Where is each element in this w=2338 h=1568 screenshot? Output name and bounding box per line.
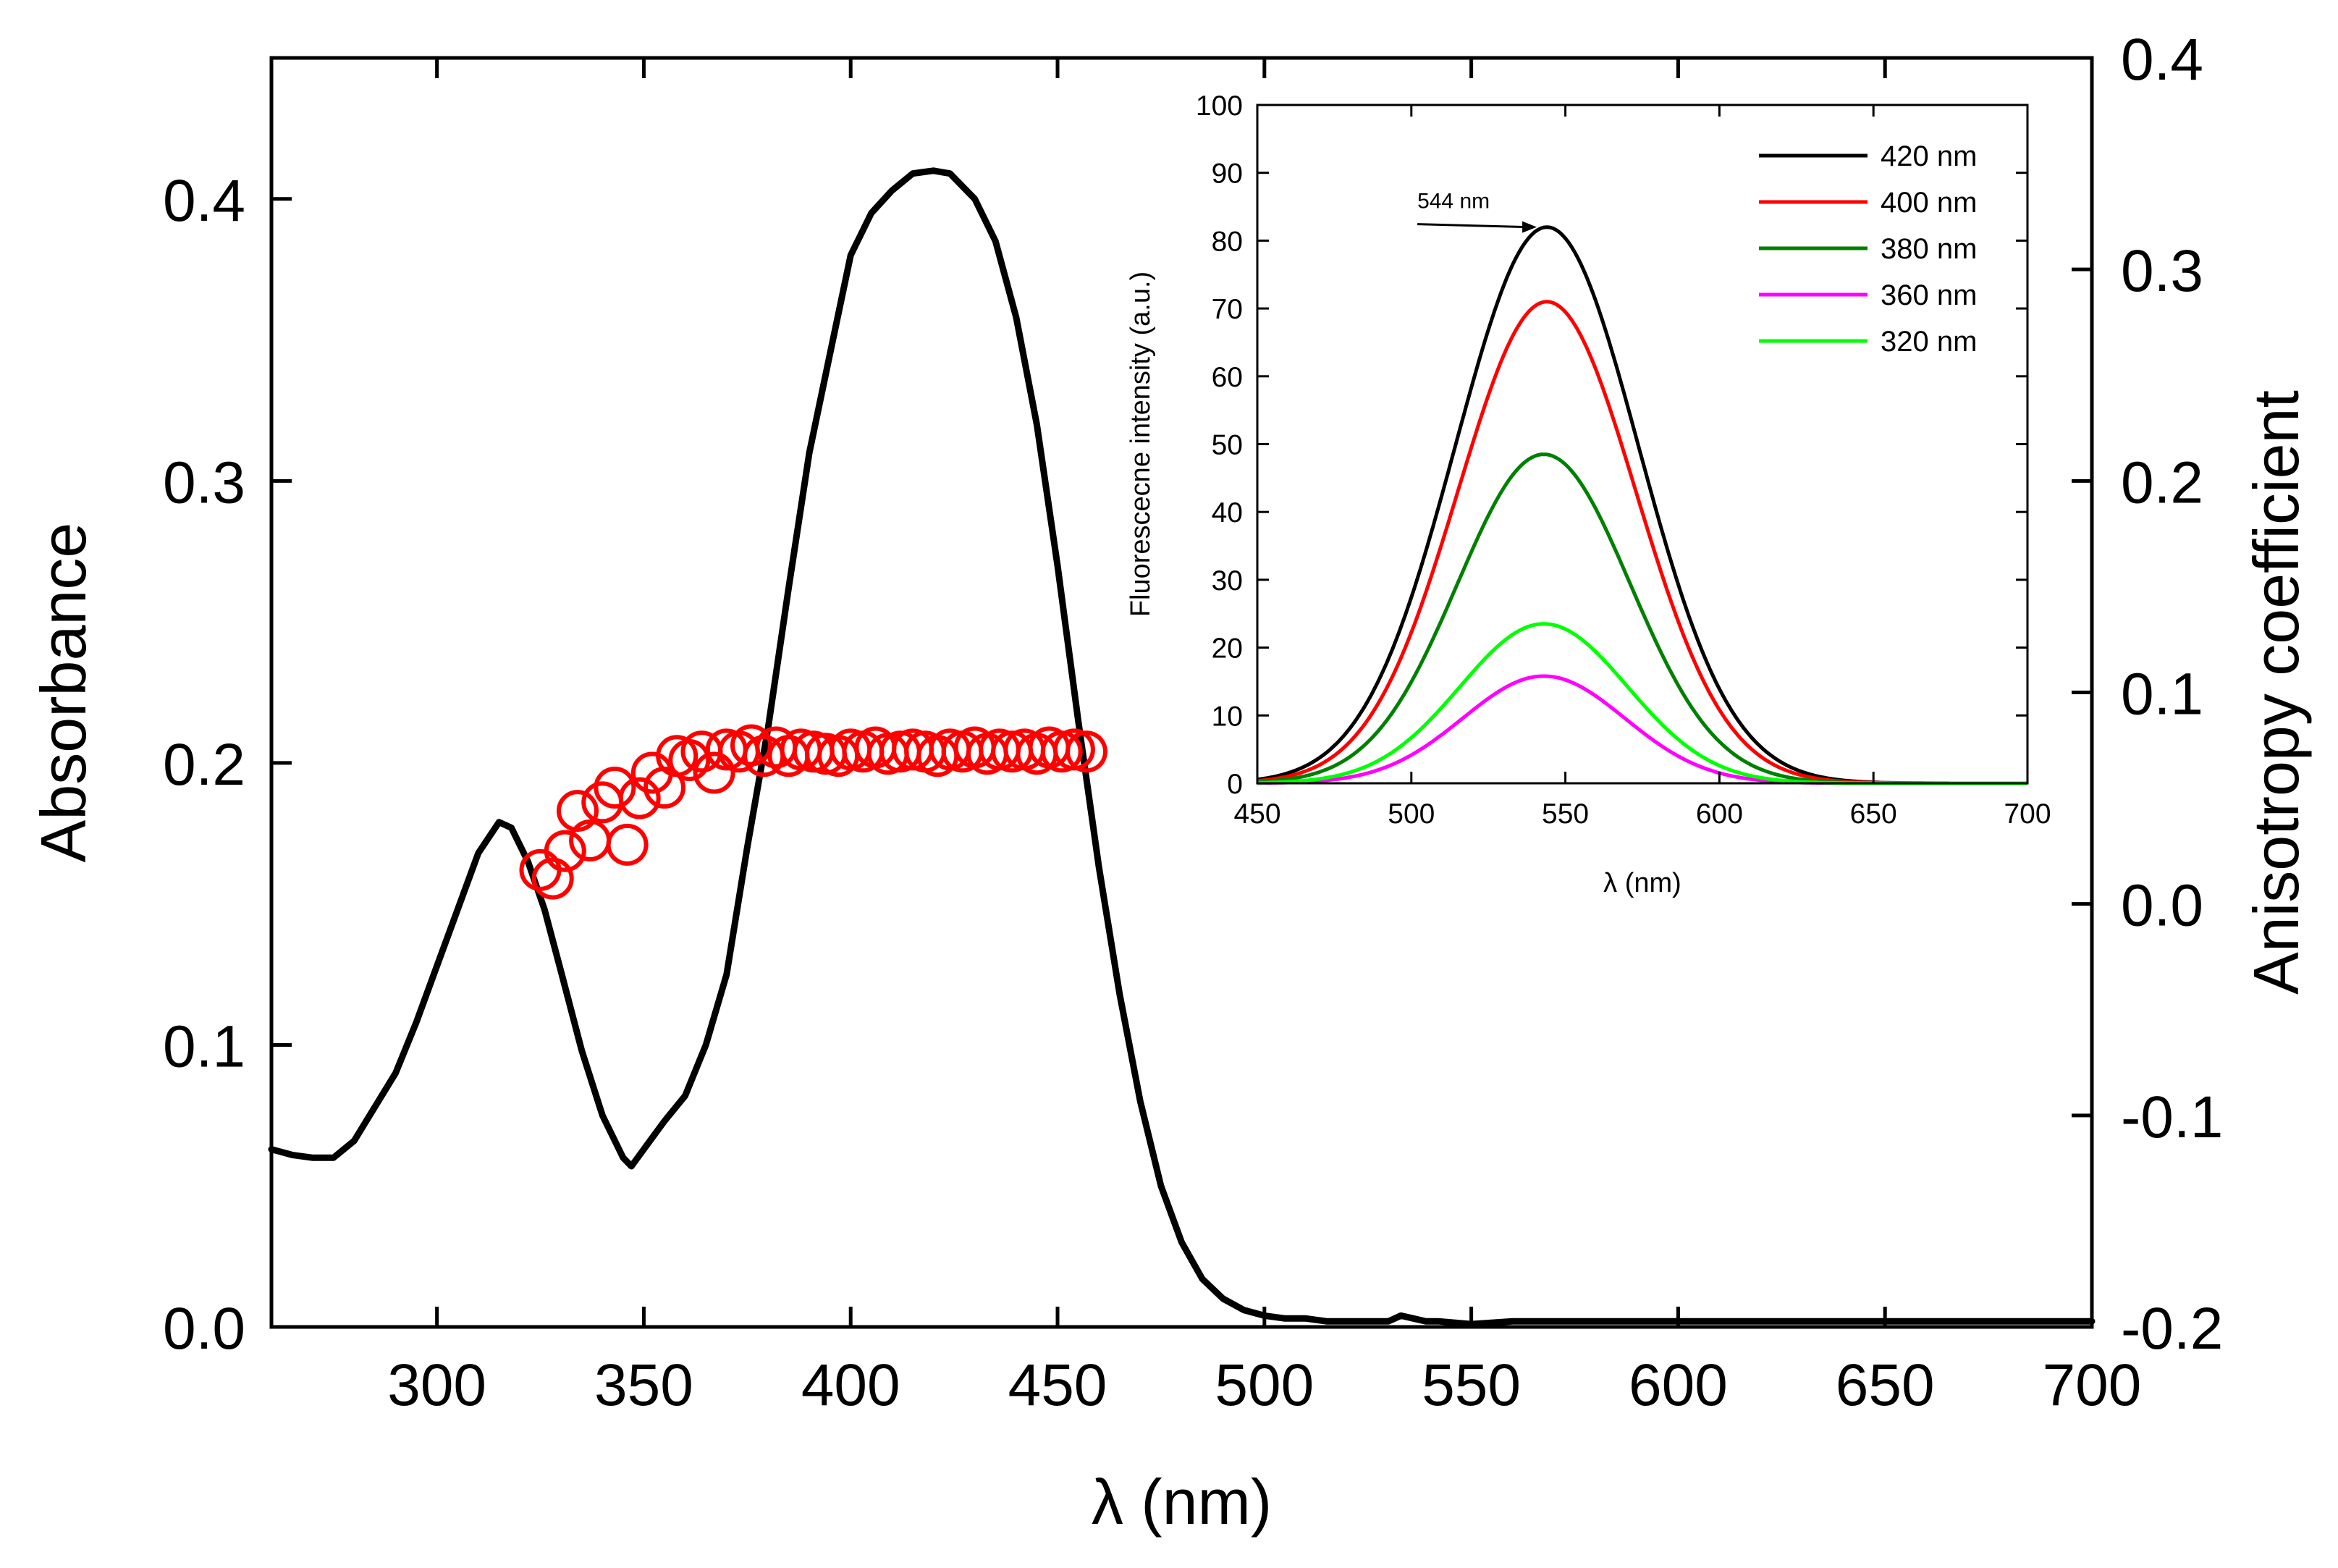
- inset-y-tick-label: 90: [1212, 159, 1243, 190]
- anisotropy-point: [557, 790, 599, 833]
- emission-curve: [1257, 300, 2027, 785]
- anisotropy-point: [1065, 730, 1107, 773]
- anisotropy-point: [668, 739, 711, 781]
- anisotropy-point: [519, 848, 562, 891]
- main-y-axis-label: Absorbance: [28, 523, 99, 863]
- main-x-tick-label: 450: [1008, 1352, 1107, 1418]
- anisotropy-point: [606, 823, 649, 866]
- main-y-tick-label: 0.0: [163, 1296, 245, 1362]
- main-axes: 300 350 400 450 500 550 600 650 7000.00.10.20.30…: [163, 27, 2223, 1418]
- legend-label: 400 nm: [1881, 187, 1977, 219]
- inset-chart: 450 500 550 600 650 700 0 10 20 30 40 50 60 70 80 90 100…: [1126, 90, 2051, 898]
- main-x-tick-label: 400: [801, 1352, 900, 1418]
- inset-x-tick-label: 600: [1696, 798, 1743, 830]
- inset-y-tick-label: 80: [1212, 226, 1243, 257]
- main-x-tick-label: 300: [387, 1352, 486, 1418]
- main-y2-tick-label: 0.4: [2121, 27, 2203, 93]
- anisotropy-point: [594, 767, 636, 809]
- main-y2-tick-label: 0.3: [2121, 238, 2203, 304]
- inset-x-tick-label: 700: [2004, 798, 2051, 830]
- main-y2-tick-label: 0.0: [2121, 873, 2203, 939]
- main-series-layer: [268, 167, 2096, 1328]
- main-x-tick-label: 550: [1422, 1352, 1521, 1418]
- anisotropy-point: [693, 751, 735, 794]
- anisotropy-point: [544, 830, 586, 872]
- legend-label: 320 nm: [1881, 326, 1977, 358]
- main-x-tick-label: 600: [1629, 1352, 1728, 1418]
- main-x-tick-label: 500: [1215, 1352, 1314, 1418]
- inset-x-tick-label: 500: [1388, 798, 1435, 830]
- peak-annotation-arrow: [1417, 223, 1527, 229]
- anisotropy-point: [531, 857, 574, 900]
- peak-annotation-label: 544 nm: [1417, 190, 1490, 214]
- main-y-tick-label: 0.3: [163, 450, 245, 515]
- inset-y-tick-label: 100: [1196, 90, 1243, 122]
- inset-x-tick-label: 450: [1233, 798, 1280, 830]
- inset-x-tick-label: 650: [1850, 798, 1897, 830]
- legend-label: 420 nm: [1881, 140, 1977, 172]
- inset-y-tick-label: 0: [1227, 769, 1243, 800]
- main-y-tick-label: 0.1: [163, 1013, 245, 1079]
- anisotropy-point: [618, 777, 661, 819]
- absorbance-curve: [268, 167, 2096, 1328]
- inset-y-tick-label: 30: [1212, 565, 1243, 597]
- inset-y-tick-label: 70: [1212, 294, 1243, 325]
- main-y2-tick-label: 0.2: [2121, 450, 2203, 515]
- peak-annotation-arrowhead: [1522, 221, 1537, 233]
- main-y-tick-label: 0.4: [163, 168, 245, 234]
- main-y2-tick-label: 0.1: [2121, 662, 2203, 728]
- main-x-tick-label: 700: [2043, 1352, 2142, 1418]
- legend-label: 360 nm: [1881, 279, 1977, 311]
- inset-x-tick-label: 550: [1542, 798, 1589, 830]
- main-y2-tick-label: -0.2: [2121, 1296, 2223, 1362]
- inset-x-axis-label: λ (nm): [1603, 868, 1681, 898]
- inset-y-tick-label: 20: [1212, 633, 1243, 665]
- legend-label: 380 nm: [1881, 233, 1977, 265]
- inset-y-axis-label: Fluorescecne intensity (a.u.): [1126, 271, 1156, 617]
- inset-axes: 450 500 550 600 650 700 0 10 20 30 40 50 60 70 80 90 100: [1196, 90, 2051, 830]
- inset-y-tick-label: 60: [1212, 362, 1243, 393]
- inset-y-tick-label: 40: [1212, 497, 1243, 528]
- main-y-tick-label: 0.2: [163, 732, 245, 798]
- main-x-tick-label: 350: [594, 1352, 693, 1418]
- main-y2-axis-label: Anisotropy coefficient: [2240, 390, 2312, 995]
- main-y2-tick-label: -0.1: [2121, 1084, 2223, 1150]
- main-x-axis-label: λ (nm): [1092, 1466, 1272, 1538]
- emission-curve: [1257, 622, 2027, 785]
- peak-annotation: 544 nm: [1417, 190, 1537, 233]
- main-x-tick-label: 650: [1836, 1352, 1935, 1418]
- anisotropy-point: [730, 724, 772, 767]
- inset-legend: 420 nm 400 nm 380 nm 360 nm 320 nm: [1759, 140, 1977, 358]
- main-chart: 300 350 400 450 500 550 600 650 7000.00.10.20.30…: [28, 27, 2312, 1538]
- inset-y-tick-label: 10: [1212, 701, 1243, 732]
- inset-y-tick-label: 50: [1212, 430, 1243, 461]
